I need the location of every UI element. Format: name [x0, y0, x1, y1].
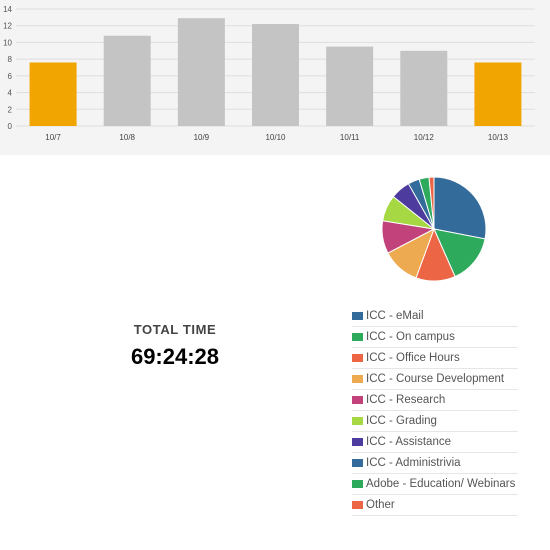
legend-item[interactable]: ICC - eMail	[352, 306, 518, 327]
x-tick-label: 10/10	[265, 133, 286, 142]
legend-swatch	[352, 459, 363, 467]
y-tick-label: 8	[8, 55, 13, 64]
pie-legend: ICC - eMail ICC - On campus ICC - Office H…	[352, 306, 518, 516]
legend-item[interactable]: Other	[352, 495, 518, 516]
legend-swatch	[352, 417, 363, 425]
bar-10/12[interactable]	[400, 50, 448, 126]
daily-bar-chart: 0 2 4 6 8 10 12 14 10/7 10/8 10/9 10/10 10/11 10/12 10…	[0, 0, 550, 155]
legend-label: ICC - Assistance	[366, 436, 451, 448]
bar-10/8[interactable]	[103, 35, 151, 126]
legend-swatch	[352, 354, 363, 362]
legend-swatch	[352, 333, 363, 341]
x-tick-label: 10/8	[119, 133, 135, 142]
category-pie-chart	[381, 176, 487, 282]
legend-swatch	[352, 480, 363, 488]
legend-swatch	[352, 312, 363, 320]
legend-label: ICC - Grading	[366, 415, 437, 427]
y-tick-label: 12	[3, 22, 12, 31]
y-tick-label: 14	[3, 5, 12, 14]
legend-item[interactable]: ICC - Administrivia	[352, 453, 518, 474]
x-tick-label: 10/11	[340, 133, 360, 142]
pie-slice-1[interactable]	[433, 176, 487, 240]
y-tick-label: 6	[8, 72, 13, 81]
y-tick-label: 10	[3, 38, 12, 47]
legend-label: ICC - Research	[366, 394, 446, 406]
legend-label: ICC - On campus	[366, 331, 455, 343]
legend-label: ICC - Office Hours	[366, 352, 460, 364]
legend-label: Adobe - Education/ Webinars	[366, 478, 516, 490]
legend-swatch	[352, 396, 363, 404]
bar-10/7[interactable]	[29, 62, 77, 126]
x-tick-label: 10/9	[194, 133, 210, 142]
bar-10/11[interactable]	[326, 46, 374, 126]
legend-item[interactable]: ICC - Research	[352, 390, 518, 411]
total-time-label: TOTAL TIME	[133, 322, 217, 337]
bar-10/10[interactable]	[252, 24, 299, 127]
legend-item[interactable]: Adobe - Education/ Webinars	[352, 474, 518, 495]
x-tick-label: 10/13	[488, 133, 509, 142]
bar-chart-svg: 0 2 4 6 8 10 12 14 10/7 10/8 10/9 10/10 10/11 10/12 10…	[3, 5, 535, 142]
total-time-value: 69:24:28	[130, 344, 220, 369]
legend-item[interactable]: ICC - Course Development	[352, 369, 518, 390]
pie-slice-2[interactable]	[433, 228, 486, 278]
legend-swatch	[352, 375, 363, 383]
y-tick-label: 0	[8, 122, 13, 131]
bar-10/9[interactable]	[177, 18, 225, 127]
y-tick-label: 2	[8, 105, 13, 114]
pie-slice-10[interactable]	[428, 176, 435, 230]
legend-swatch	[352, 501, 363, 509]
legend-label: Other	[366, 499, 395, 511]
legend-item[interactable]: ICC - Grading	[352, 411, 518, 432]
y-tick-label: 4	[8, 89, 13, 98]
x-tick-label: 10/12	[414, 133, 435, 142]
legend-swatch	[352, 438, 363, 446]
legend-label: ICC - Course Development	[366, 373, 505, 385]
legend-item[interactable]: ICC - Assistance	[352, 432, 518, 453]
x-tick-label: 10/7	[45, 133, 61, 142]
legend-item[interactable]: ICC - Office Hours	[352, 348, 518, 369]
legend-label: ICC - eMail	[366, 310, 424, 322]
legend-label: ICC - Administrivia	[366, 457, 461, 469]
legend-item[interactable]: ICC - On campus	[352, 327, 518, 348]
bar-10/13[interactable]	[474, 62, 522, 126]
